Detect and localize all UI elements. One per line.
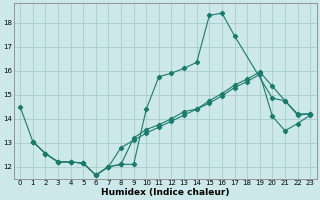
X-axis label: Humidex (Indice chaleur): Humidex (Indice chaleur): [101, 188, 229, 197]
